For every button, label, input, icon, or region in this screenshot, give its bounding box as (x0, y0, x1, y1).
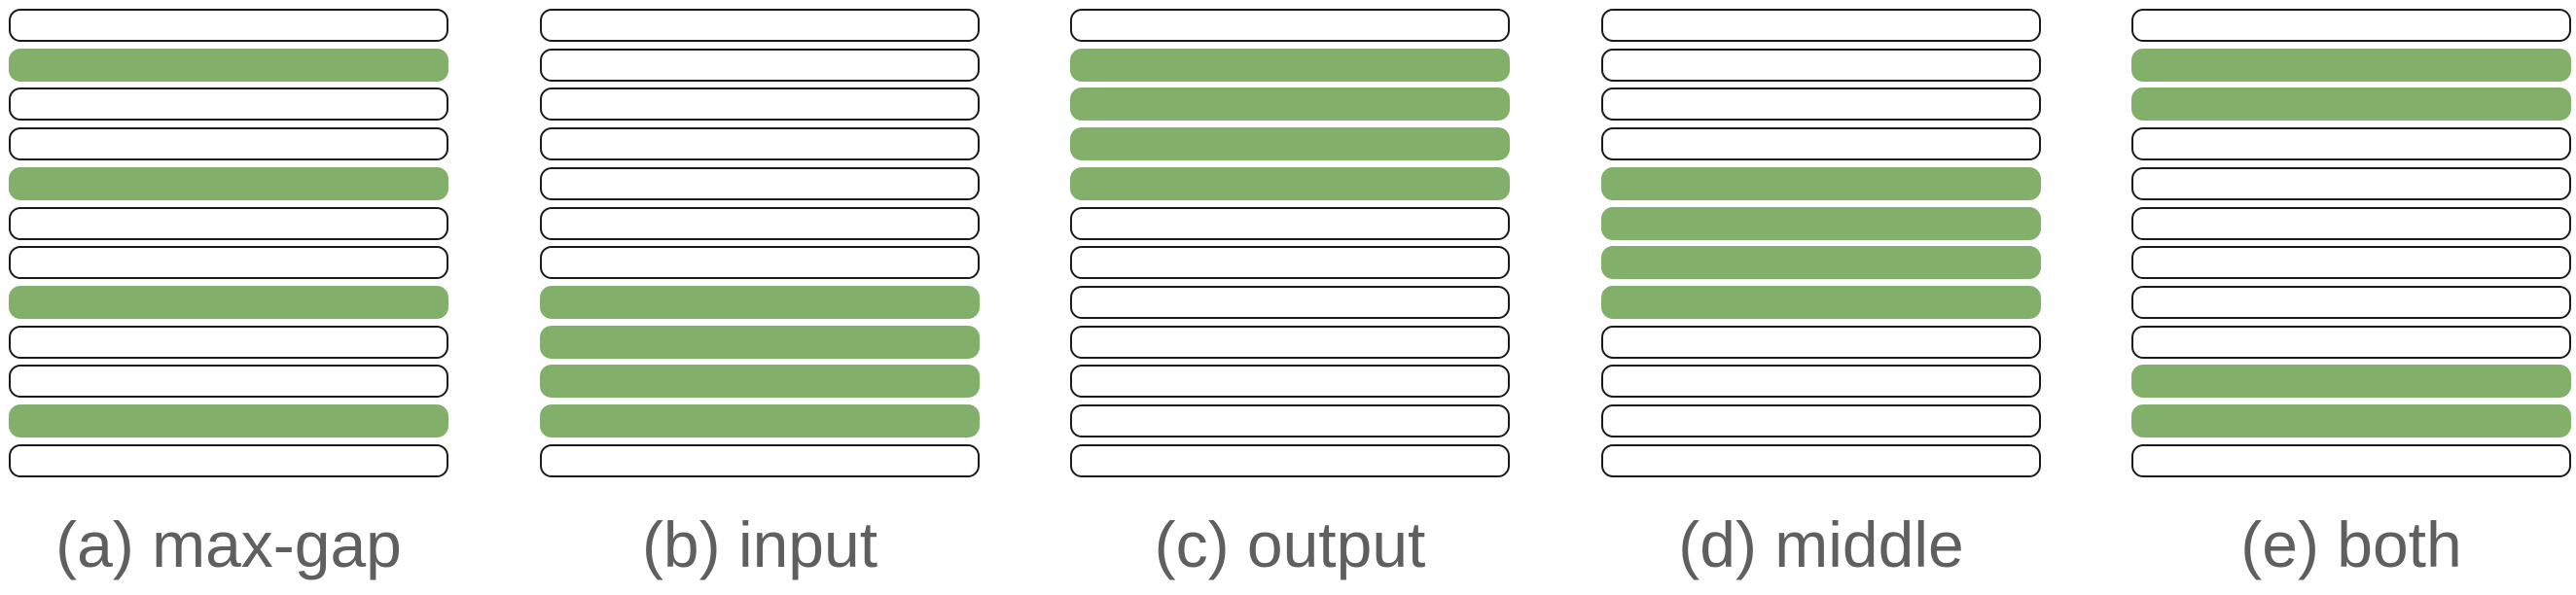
layer-bar (540, 443, 980, 477)
layer-bar-selected (540, 325, 980, 359)
panel-caption: (d) middle (1678, 508, 1964, 580)
layer-bar-selected (9, 404, 448, 438)
layer-bar (2131, 127, 2571, 161)
layer-bar-selected (2131, 88, 2571, 122)
panel-caption: (b) input (641, 508, 878, 580)
layer-bar (1070, 206, 1510, 240)
layer-bar (9, 206, 448, 240)
layer-bar (1070, 9, 1510, 42)
layer-bar-selected (2131, 404, 2571, 438)
layer-bar (2131, 285, 2571, 319)
layer-bar-selected (1601, 166, 2041, 200)
layer-bar (1601, 443, 2041, 477)
layer-bar (1601, 88, 2041, 122)
layer-bar (540, 88, 980, 122)
layer-bar (1601, 48, 2041, 82)
layer-bar (1601, 404, 2041, 438)
layer-bar-selected (9, 285, 448, 319)
layer-bar-selected (9, 166, 448, 200)
layer-bar-selected (1601, 206, 2041, 240)
layer-bar (540, 246, 980, 280)
layer-bar (2131, 9, 2571, 42)
layer-bar (9, 127, 448, 161)
panel-input: (b) input (540, 0, 980, 595)
layer-bar (1070, 365, 1510, 399)
layer-bar (1601, 325, 2041, 359)
panel-caption: (a) max-gap (55, 508, 402, 580)
panel-max-gap: (a) max-gap (9, 0, 448, 595)
layer-bar (1601, 365, 2041, 399)
layer-bar (540, 9, 980, 42)
layer-bar (540, 127, 980, 161)
layer-bar (2131, 166, 2571, 200)
layer-bar-selected (1601, 285, 2041, 319)
layer-bar-selected (1070, 166, 1510, 200)
layer-bar (9, 88, 448, 122)
layer-bar (1070, 325, 1510, 359)
layer-bar (1601, 127, 2041, 161)
layer-bar-selected (9, 48, 448, 82)
panel-output: (c) output (1070, 0, 1510, 595)
layer-bar (2131, 206, 2571, 240)
panel-middle: (d) middle (1601, 0, 2041, 595)
layer-bar (1070, 443, 1510, 477)
layer-bar-selected (2131, 365, 2571, 399)
layer-bar-selected (2131, 48, 2571, 82)
layer-bar (9, 9, 448, 42)
panel-both: (e) both (2131, 0, 2571, 595)
layer-bar (2131, 443, 2571, 477)
layer-bar-selected (1601, 246, 2041, 280)
layer-bar (1601, 9, 2041, 42)
layer-bar-selected (540, 285, 980, 319)
layer-bar (1070, 285, 1510, 319)
layer-bar (1070, 404, 1510, 438)
layer-bar-selected (540, 365, 980, 399)
layer-bar-selected (540, 404, 980, 438)
layer-bar (1070, 246, 1510, 280)
layer-bar (9, 443, 448, 477)
layer-bar (9, 365, 448, 399)
layer-bar (2131, 246, 2571, 280)
layer-bar (2131, 325, 2571, 359)
layer-bar (540, 206, 980, 240)
layer-bar (540, 166, 980, 200)
layer-bar (9, 246, 448, 280)
layer-bar-selected (1070, 88, 1510, 122)
panel-caption: (e) both (2240, 508, 2462, 580)
layer-bar (9, 325, 448, 359)
layer-bar-selected (1070, 127, 1510, 161)
panel-caption: (c) output (1154, 508, 1426, 580)
layer-bar-selected (1070, 48, 1510, 82)
layer-bar (540, 48, 980, 82)
